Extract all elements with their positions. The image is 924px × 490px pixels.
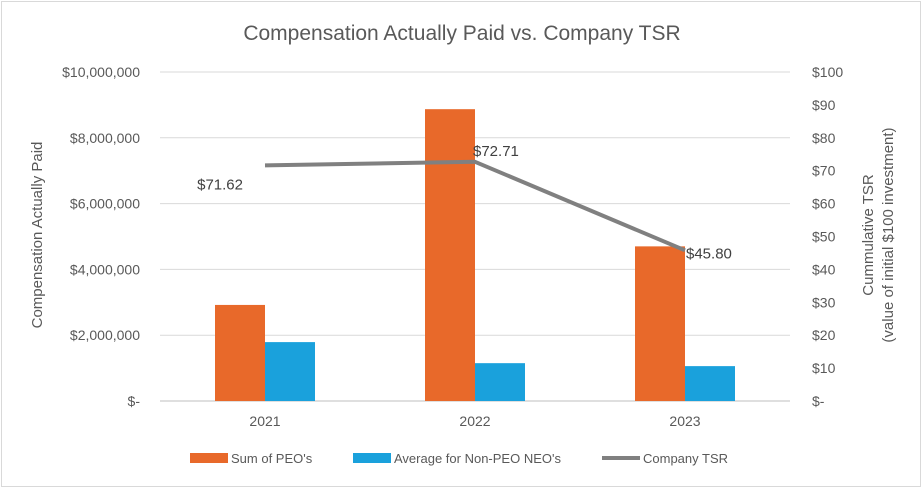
right-tick-label: $80 [812,130,836,146]
left-tick-label: $4,000,000 [70,261,140,277]
right-tick-label: $70 [812,163,836,179]
left-tick-label: $- [128,393,141,409]
bars [215,109,735,401]
right-tick-label: $60 [812,196,836,212]
right-tick-label: $10 [812,360,836,376]
tsr-line [264,159,686,253]
right-axis-title-line1: Cummulative TSR [860,174,877,296]
right-tick-label: $30 [812,294,836,310]
bar-peo-2023 [635,246,685,401]
left-tick-label: $6,000,000 [70,196,140,212]
tsr-line-group: $71.62 $72.71 $45.80 [197,143,732,263]
legend-swatch-0 [190,453,228,463]
right-axis-ticks: $- $10 $20 $30 $40 $50 $60 $70 $80 $90 $100 [812,64,843,409]
bar-non-peo-2021 [265,342,315,401]
bar-non-peo-2022 [475,363,525,401]
tsr-data-label-2023: $45.80 [686,245,732,262]
left-axis-title: Compensation Actually Paid [29,142,46,329]
bar-peo-2021 [215,304,265,401]
left-tick-label: $2,000,000 [70,327,140,343]
legend-label-1: Average for Non-PEO NEO's [394,451,561,466]
right-tick-label: $100 [812,64,843,80]
bar-peo-2022 [425,109,475,401]
legend-swatch-1 [353,453,391,463]
left-tick-label: $10,000,000 [62,64,140,80]
legend-label-2: Company TSR [643,451,728,466]
chart-title: Compensation Actually Paid vs. Company T… [243,22,680,45]
left-tick-label: $8,000,000 [70,130,140,146]
tsr-data-label-2022: $72.71 [473,143,519,160]
bar-non-peo-2023 [685,366,735,401]
right-tick-label: $20 [812,327,836,343]
right-tick-label: $- [812,393,825,409]
x-tick-label-2021: 2021 [249,413,280,429]
x-tick-label-2023: 2023 [669,413,700,429]
legend-label-0: Sum of PEO's [231,451,313,466]
right-tick-label: $90 [812,97,836,113]
tsr-data-label-2021: $71.62 [197,176,243,193]
right-tick-label: $40 [812,261,836,277]
right-axis-title-line2: (value of initial $100 investment) [880,127,897,342]
right-tick-label: $50 [812,229,836,245]
left-axis-ticks: $- $2,000,000 $4,000,000 $6,000,000 $8,000,0… [62,64,140,409]
legend: Sum of PEO's Average for Non-PEO NEO's Com… [190,451,728,466]
x-tick-label-2022: 2022 [459,413,490,429]
x-axis-ticks: 2021 2022 2023 [249,413,700,429]
